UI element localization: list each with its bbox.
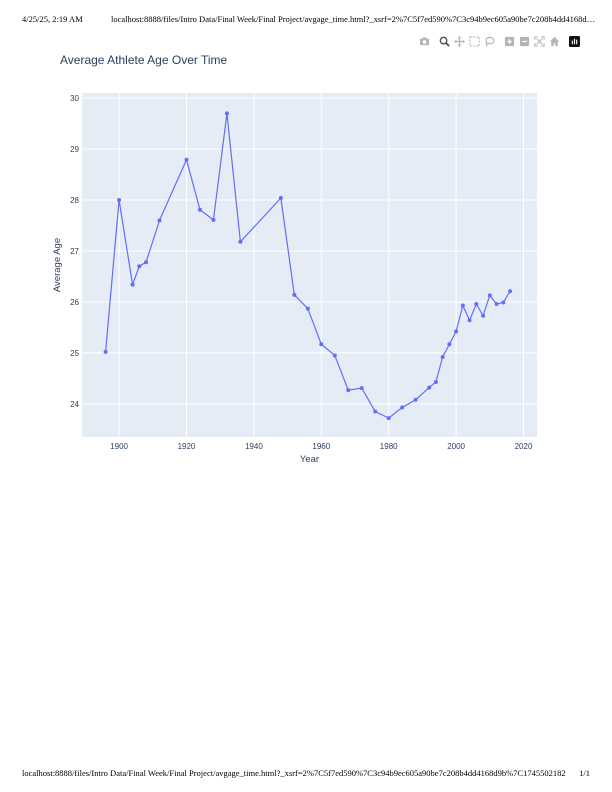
print-footer-page-number: 1/1 — [579, 768, 590, 778]
data-point[interactable] — [400, 405, 405, 410]
grid-lines — [82, 93, 537, 437]
data-point[interactable] — [184, 157, 189, 162]
data-point[interactable] — [494, 301, 499, 306]
data-point[interactable] — [467, 318, 472, 323]
x-axis-label: Year — [300, 454, 319, 465]
data-point[interactable] — [346, 388, 351, 393]
camera-icon[interactable] — [418, 35, 430, 47]
plotly-logo-icon[interactable] — [568, 35, 580, 47]
data-point[interactable] — [487, 293, 492, 298]
data-point[interactable] — [224, 111, 229, 116]
data-point[interactable] — [460, 303, 465, 308]
data-point[interactable] — [117, 198, 122, 203]
print-footer-url: localhost:8888/files/Intro Data/Final We… — [22, 768, 566, 778]
print-header-datetime: 4/25/25, 2:19 AM — [22, 14, 83, 24]
data-point[interactable] — [359, 386, 364, 391]
data-point[interactable] — [440, 354, 445, 359]
data-point[interactable] — [481, 313, 486, 318]
y-tick-label: 28 — [70, 196, 79, 205]
y-axis-label: Average Age — [52, 238, 63, 292]
data-point[interactable] — [413, 397, 418, 402]
data-point[interactable] — [211, 217, 216, 222]
axis-tick-labels: 1900 1920 1940 1960 1980 2000 2020 24 25 26 27 28 29… — [70, 94, 533, 451]
zoom-icon[interactable] — [438, 35, 450, 47]
plotly-modebar — [418, 34, 583, 48]
data-point[interactable] — [197, 207, 202, 212]
data-point[interactable] — [474, 301, 479, 306]
home-icon[interactable] — [548, 35, 560, 47]
y-tick-label: 26 — [70, 298, 79, 307]
x-tick-label: 1920 — [178, 442, 196, 451]
x-tick-label: 1980 — [380, 442, 398, 451]
x-tick-label: 1940 — [245, 442, 263, 451]
box-select-icon[interactable] — [468, 35, 480, 47]
zoom-in-icon[interactable] — [503, 35, 515, 47]
autoscale-icon[interactable] — [533, 35, 545, 47]
data-point[interactable] — [103, 349, 108, 354]
data-point[interactable] — [508, 289, 513, 294]
data-point[interactable] — [386, 416, 391, 421]
data-point[interactable] — [278, 195, 283, 200]
data-point[interactable] — [238, 239, 243, 244]
y-tick-label: 27 — [70, 247, 79, 256]
data-point[interactable] — [454, 329, 459, 334]
pan-icon[interactable] — [453, 35, 465, 47]
lasso-select-icon[interactable] — [483, 35, 495, 47]
y-tick-label: 25 — [70, 349, 79, 358]
data-point[interactable] — [130, 282, 135, 287]
data-point[interactable] — [157, 218, 162, 223]
data-point[interactable] — [137, 264, 142, 269]
y-tick-label: 29 — [70, 145, 79, 154]
zoom-out-icon[interactable] — [518, 35, 530, 47]
x-tick-label: 1960 — [312, 442, 330, 451]
data-point[interactable] — [501, 300, 506, 305]
plot-area-background — [82, 93, 537, 437]
data-point[interactable] — [332, 353, 337, 358]
chart-title: Average Athlete Age Over Time — [60, 53, 228, 67]
data-series — [103, 111, 513, 421]
x-tick-label: 2020 — [515, 442, 533, 451]
data-point[interactable] — [144, 260, 149, 265]
data-point[interactable] — [292, 292, 297, 297]
data-point[interactable] — [433, 379, 438, 384]
data-point[interactable] — [319, 342, 324, 347]
y-tick-label: 30 — [70, 94, 79, 103]
x-tick-label: 2000 — [447, 442, 465, 451]
data-point[interactable] — [427, 385, 432, 390]
x-tick-label: 1900 — [110, 442, 128, 451]
y-tick-label: 24 — [70, 400, 79, 409]
data-point[interactable] — [447, 342, 452, 347]
data-point[interactable] — [305, 306, 310, 311]
data-point[interactable] — [373, 409, 378, 414]
